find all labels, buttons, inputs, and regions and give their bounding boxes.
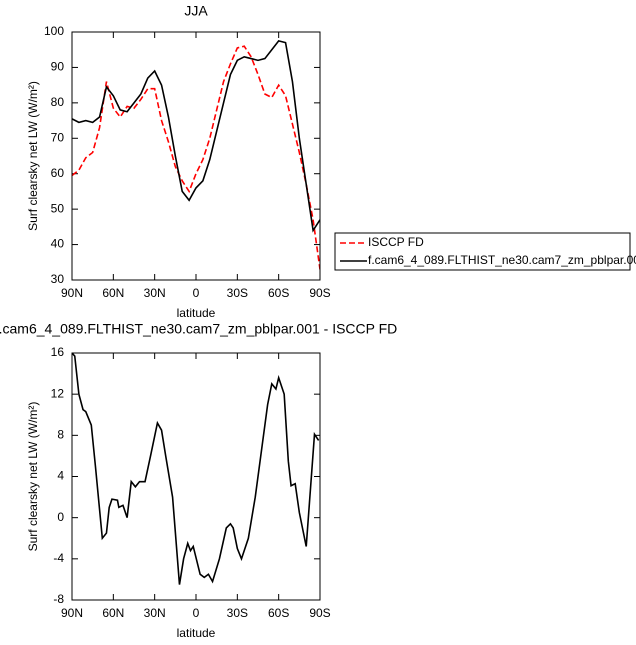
y-tick-label: 50: [51, 201, 65, 215]
y-tick-label: -8: [53, 592, 64, 606]
x-tick-label: 60N: [102, 286, 124, 300]
y-tick-label: 4: [57, 469, 64, 483]
y-axis-label: Surf clearsky net LW (W/m²): [26, 402, 40, 552]
x-tick-label: 30N: [144, 606, 166, 620]
plot-frame: [71, 352, 321, 601]
y-tick-label: 0: [57, 510, 64, 524]
x-tick-label: 60S: [268, 606, 289, 620]
y-tick-label: 8: [57, 428, 64, 442]
chart-title: JJA: [184, 3, 208, 19]
x-tick-label: 90N: [61, 606, 83, 620]
y-tick-label: 90: [51, 60, 65, 74]
x-tick-label: 30S: [227, 606, 248, 620]
y-tick-label: -4: [53, 551, 64, 565]
y-tick-label: 80: [51, 95, 65, 109]
x-tick-label: 0: [193, 286, 200, 300]
x-tick-label: 60S: [268, 286, 289, 300]
y-tick-label: 100: [44, 24, 64, 38]
x-axis-label: latitude: [177, 626, 216, 640]
x-tick-label: 30N: [144, 286, 166, 300]
y-tick-label: 60: [51, 166, 65, 180]
data-line: [72, 45, 320, 270]
x-tick-label: 90S: [309, 286, 330, 300]
y-tick-label: 40: [51, 237, 65, 251]
legend-label: f.cam6_4_089.FLTHIST_ne30.cam7_zm_pblpar…: [368, 253, 636, 267]
x-tick-label: 30S: [227, 286, 248, 300]
y-tick-label: 16: [51, 345, 65, 359]
x-tick-label: 0: [193, 606, 200, 620]
chart-title: f.cam6_4_089.FLTHIST_ne30.cam7_zm_pblpar…: [0, 321, 397, 337]
plot-frame: [71, 31, 321, 281]
data-line: [72, 39, 320, 233]
legend-box: [334, 232, 631, 271]
x-axis-label: latitude: [177, 306, 216, 320]
x-tick-label: 90S: [309, 606, 330, 620]
y-tick-label: 12: [51, 386, 65, 400]
legend-label: ISCCP FD: [368, 235, 424, 249]
y-tick-label: 30: [51, 272, 65, 286]
x-tick-label: 60N: [102, 606, 124, 620]
y-axis-label: Surf clearsky net LW (W/m²): [26, 81, 40, 231]
x-tick-label: 90N: [61, 286, 83, 300]
y-tick-label: 70: [51, 130, 65, 144]
data-line: [72, 353, 320, 585]
